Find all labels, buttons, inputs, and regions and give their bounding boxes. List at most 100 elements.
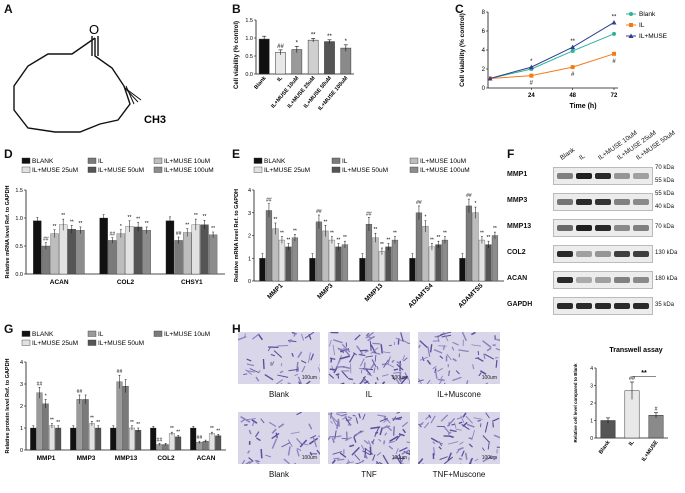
blot-kda-marker: 35 kDa [655,302,675,308]
stained-cell [461,450,465,457]
cell-stain-pattern [328,332,410,384]
h-y-axis-label: Relative cell level compared to Blank [573,363,578,443]
c-x-tick-label: 48 [569,93,576,99]
transwell-micrograph: 100um [238,412,320,464]
stained-cell [374,354,377,362]
stained-cell [491,417,500,422]
scale-bar-label: 100um [391,455,407,461]
stained-cell [401,456,405,462]
stained-cell [376,461,378,464]
panel-label-e: E [232,147,241,161]
d-sig-mark: ** [78,221,82,227]
stained-cell [249,368,260,374]
stained-cell [366,332,370,337]
stained-cell [438,345,447,347]
e-legend-label: IL+MUSE 50uM [342,167,388,174]
stained-cell [472,364,475,370]
stained-cell [477,419,481,422]
stained-cell [330,414,338,423]
g-x-tick-label: ACAN [197,455,216,462]
e-sig-mark: ## [266,198,272,204]
c-y-tick-label: 6 [482,29,486,35]
c-point [529,73,534,78]
d-bar [183,232,192,275]
stained-cell [328,373,335,379]
blot-band [633,277,649,283]
stained-cell [454,422,457,429]
stained-cell [442,345,446,350]
g-sig-mark: ** [176,429,180,435]
stained-cell [353,436,357,443]
b-x-tick-label: IL [276,75,284,83]
d-bar [108,240,117,275]
d-bar [116,233,126,275]
stained-cell [360,459,365,463]
stained-cell [312,436,318,448]
e-legend-label: IL+MUSE 10uM [420,158,466,165]
stained-cell [309,451,313,456]
stained-cell [364,350,369,354]
stained-cell [443,425,451,434]
stained-cell [347,459,349,464]
blot-strip [553,245,653,263]
stained-cell [330,358,333,363]
panel-label-c: C [455,2,464,16]
stained-cell [365,455,368,460]
stained-cell [248,429,252,435]
g-sig-mark: ** [56,420,60,426]
stained-cell [275,379,284,384]
stained-cell [401,421,409,428]
stained-cell [426,359,432,365]
g-sig-mark: ** [90,415,94,421]
g-bar [202,441,209,451]
western-blot-panel: Blank IL IL+MUSE 10uM IL+MUSE 25uM IL+MUSE 5… [505,130,685,318]
stained-cell [264,373,274,381]
g-legend-label: IL [98,331,104,338]
stained-cell [294,373,299,376]
g-bar [215,435,222,451]
scale-bar-label: 100um [481,455,497,461]
blot-band [614,173,630,179]
stained-cell [455,449,460,454]
stained-cell [446,417,456,427]
e-sig-mark: ** [336,237,340,243]
g-bar [116,381,123,451]
stained-cell [402,428,406,434]
stained-cell [493,456,497,461]
stained-cell [495,360,498,368]
blot-band [576,173,592,179]
g-bar [150,427,157,451]
stained-cell [385,425,393,432]
c-series-line [489,53,615,79]
stained-cell [370,347,379,354]
stained-cell [331,418,338,427]
g-legend-swatch [21,339,31,346]
transwell-images: 100um Blank 100um IL 100um IL+Muscone 100um Bla… [238,332,518,492]
stained-cell [452,357,457,362]
ketone-label: O [89,22,99,37]
transwell-micrograph: 100um [418,332,500,384]
stained-cell [341,371,349,379]
stained-cell [348,377,354,381]
blot-kda-marker: 55 kDa [655,178,675,184]
e-legend-swatch [253,166,263,173]
stained-cell [296,412,303,416]
stained-cell [251,421,255,427]
stained-cell [458,349,469,353]
stained-cell [459,441,464,445]
stained-cell [257,369,261,373]
e-sig-mark: ** [436,235,440,241]
stained-cell [333,339,343,344]
stained-cell [296,447,302,452]
e-bar [328,239,336,282]
stained-cell [353,382,356,384]
transwell-micrograph: 100um [418,412,500,464]
stained-cell [439,456,448,461]
g-y-tick-label: 0 [20,448,23,454]
stained-cell [246,363,255,367]
g-sig-mark: ** [170,426,174,432]
chart-g: 0 1 2 3 4 Relative protein level Ref. to GAPD… [5,330,226,462]
c-series-line [489,22,615,79]
scale-bar-label: 100um [481,375,497,381]
